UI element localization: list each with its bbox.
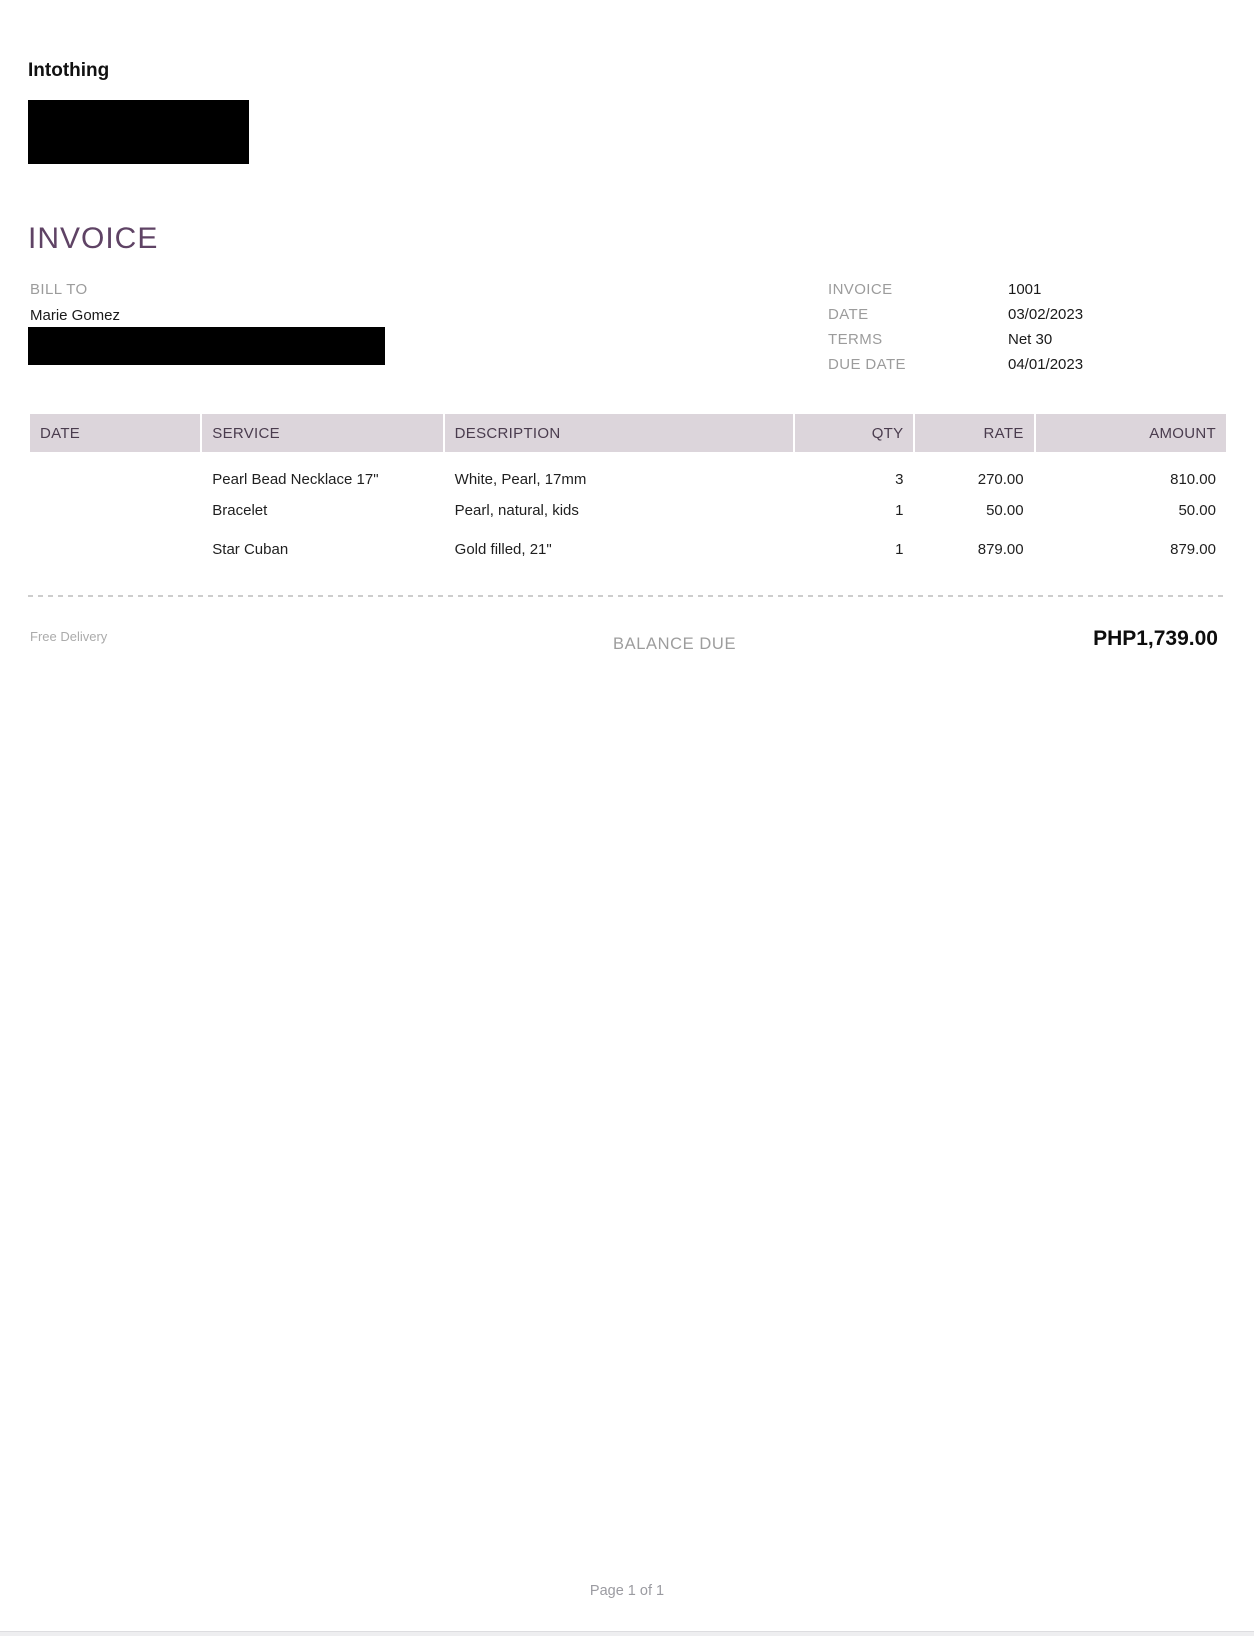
column-header-rate: RATE [915,414,1034,452]
items-table-header-row: DATE SERVICE DESCRIPTION QTY RATE AMOUNT [30,414,1226,452]
cell-description: Pearl, natural, kids [444,491,794,530]
terms-label: TERMS [828,331,883,348]
column-header-service: SERVICE [202,414,443,452]
balance-due-amount: PHP1,739.00 [1093,627,1218,650]
invoice-number-value: 1001 [1008,281,1042,298]
invoice-date-label: DATE [828,306,869,323]
table-row: Star Cuban Gold filled, 21" 1 879.00 879… [30,530,1226,569]
invoice-meta: INVOICE 1001 DATE 03/02/2023 TERMS Net 3… [828,281,1083,381]
invoice-number-label: INVOICE [828,281,893,298]
column-header-amount: AMOUNT [1035,414,1226,452]
cell-service: Star Cuban [202,530,443,569]
cell-rate: 270.00 [915,452,1034,491]
invoice-title: INVOICE [28,222,159,255]
cell-amount: 879.00 [1035,530,1226,569]
column-header-qty: QTY [795,414,914,452]
balance-row: Free Delivery BALANCE DUE PHP1,739.00 [28,626,1228,660]
cell-qty: 1 [795,491,914,530]
cell-rate: 879.00 [915,530,1034,569]
bill-to-label: BILL TO [30,281,88,298]
items-divider [28,595,1228,597]
logo-redaction-block [28,100,249,164]
cell-qty: 3 [795,452,914,491]
bill-to-name: Marie Gomez [30,307,121,324]
page-bottom-edge [0,1631,1254,1636]
cell-date [30,491,201,530]
brand-name: Intothing [28,60,110,81]
column-header-description: DESCRIPTION [444,414,794,452]
page-indicator: Page 1 of 1 [589,1583,665,1599]
table-row: Bracelet Pearl, natural, kids 1 50.00 50… [30,491,1226,530]
items-table: DATE SERVICE DESCRIPTION QTY RATE AMOUNT… [28,414,1228,569]
column-header-date: DATE [30,414,201,452]
cell-qty: 1 [795,530,914,569]
terms-value: Net 30 [1008,331,1053,348]
cell-amount: 50.00 [1035,491,1226,530]
table-row: Pearl Bead Necklace 17" White, Pearl, 17… [30,452,1226,491]
due-date-value: 04/01/2023 [1008,356,1084,373]
balance-due-label: BALANCE DUE [613,635,737,653]
invoice-date-value: 03/02/2023 [1008,306,1084,323]
cell-rate: 50.00 [915,491,1034,530]
cell-service: Bracelet [202,491,443,530]
cell-date [30,530,201,569]
cell-description: White, Pearl, 17mm [444,452,794,491]
due-date-label: DUE DATE [828,356,906,373]
cell-service: Pearl Bead Necklace 17" [202,452,443,491]
cell-amount: 810.00 [1035,452,1226,491]
delivery-note: Free Delivery [30,629,108,644]
address-redaction-block [28,327,385,365]
cell-date [30,452,201,491]
cell-description: Gold filled, 21" [444,530,794,569]
